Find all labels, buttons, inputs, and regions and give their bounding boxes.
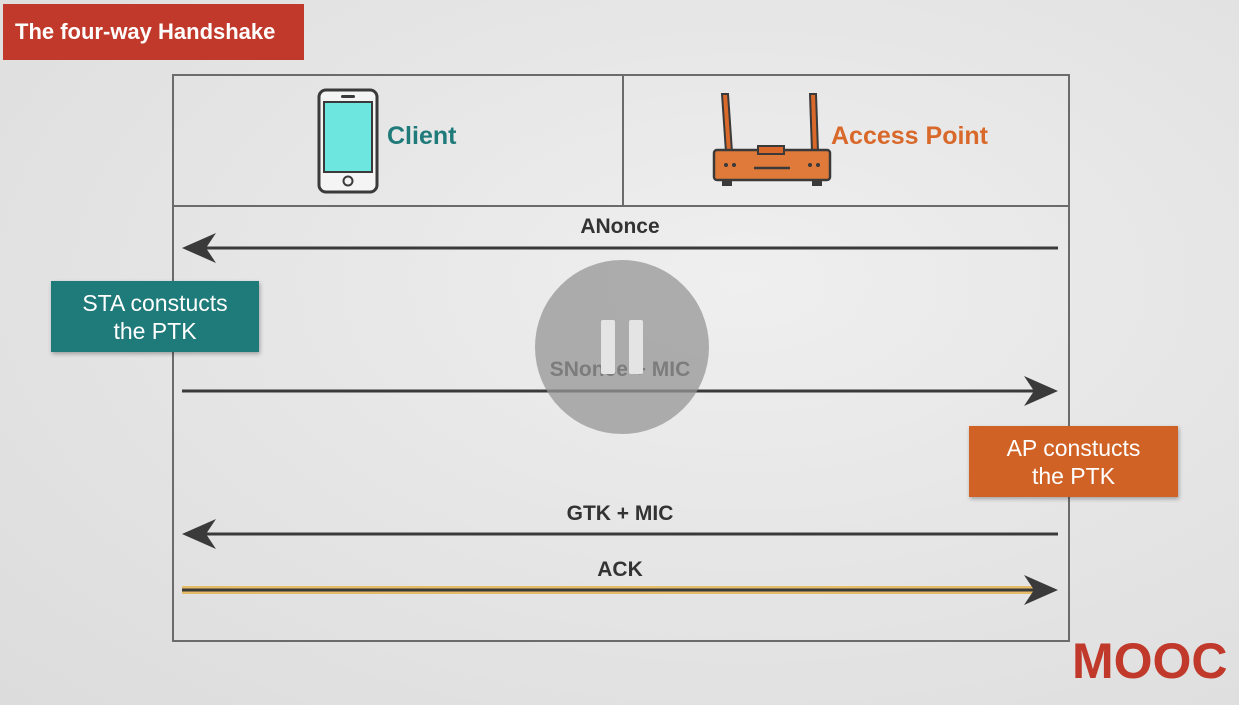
access-point-label: Access Point [831,122,989,150]
pause-icon-right-bar [629,320,643,374]
router-icon [712,93,832,186]
sta-callout-line1: STA constucts [82,289,228,316]
ap-callout-line2: the PTK [1031,462,1116,489]
pause-overlay-button[interactable] [535,260,709,434]
anonce-arrow [182,233,1058,263]
svg-text:MOOCA: MOOCA [1072,633,1228,688]
anonce-label: ANonce [580,215,660,238]
parties-header: Client Access Point [174,76,1068,207]
pause-icon-left-bar [601,320,615,374]
ack-label: ACK [597,558,643,581]
mooca-logo: MOOCA [1072,633,1228,688]
header-divider [622,76,624,207]
ap-callout-line1: AP constucts [1006,434,1141,461]
page-title: The four-way Handshake [3,4,304,60]
gtk-arrow [182,519,1058,549]
client-label: Client [387,122,457,150]
ap-callout: AP constucts the PTK [969,426,1178,497]
sta-callout-line2: the PTK [113,317,197,344]
smartphone-icon [317,88,379,194]
sta-callout: STA constucts the PTK [51,281,259,352]
gtk-mic-label: GTK + MIC [566,502,674,525]
handshake-diagram: Client Access Point [172,74,1070,642]
ack-arrow [182,575,1058,605]
